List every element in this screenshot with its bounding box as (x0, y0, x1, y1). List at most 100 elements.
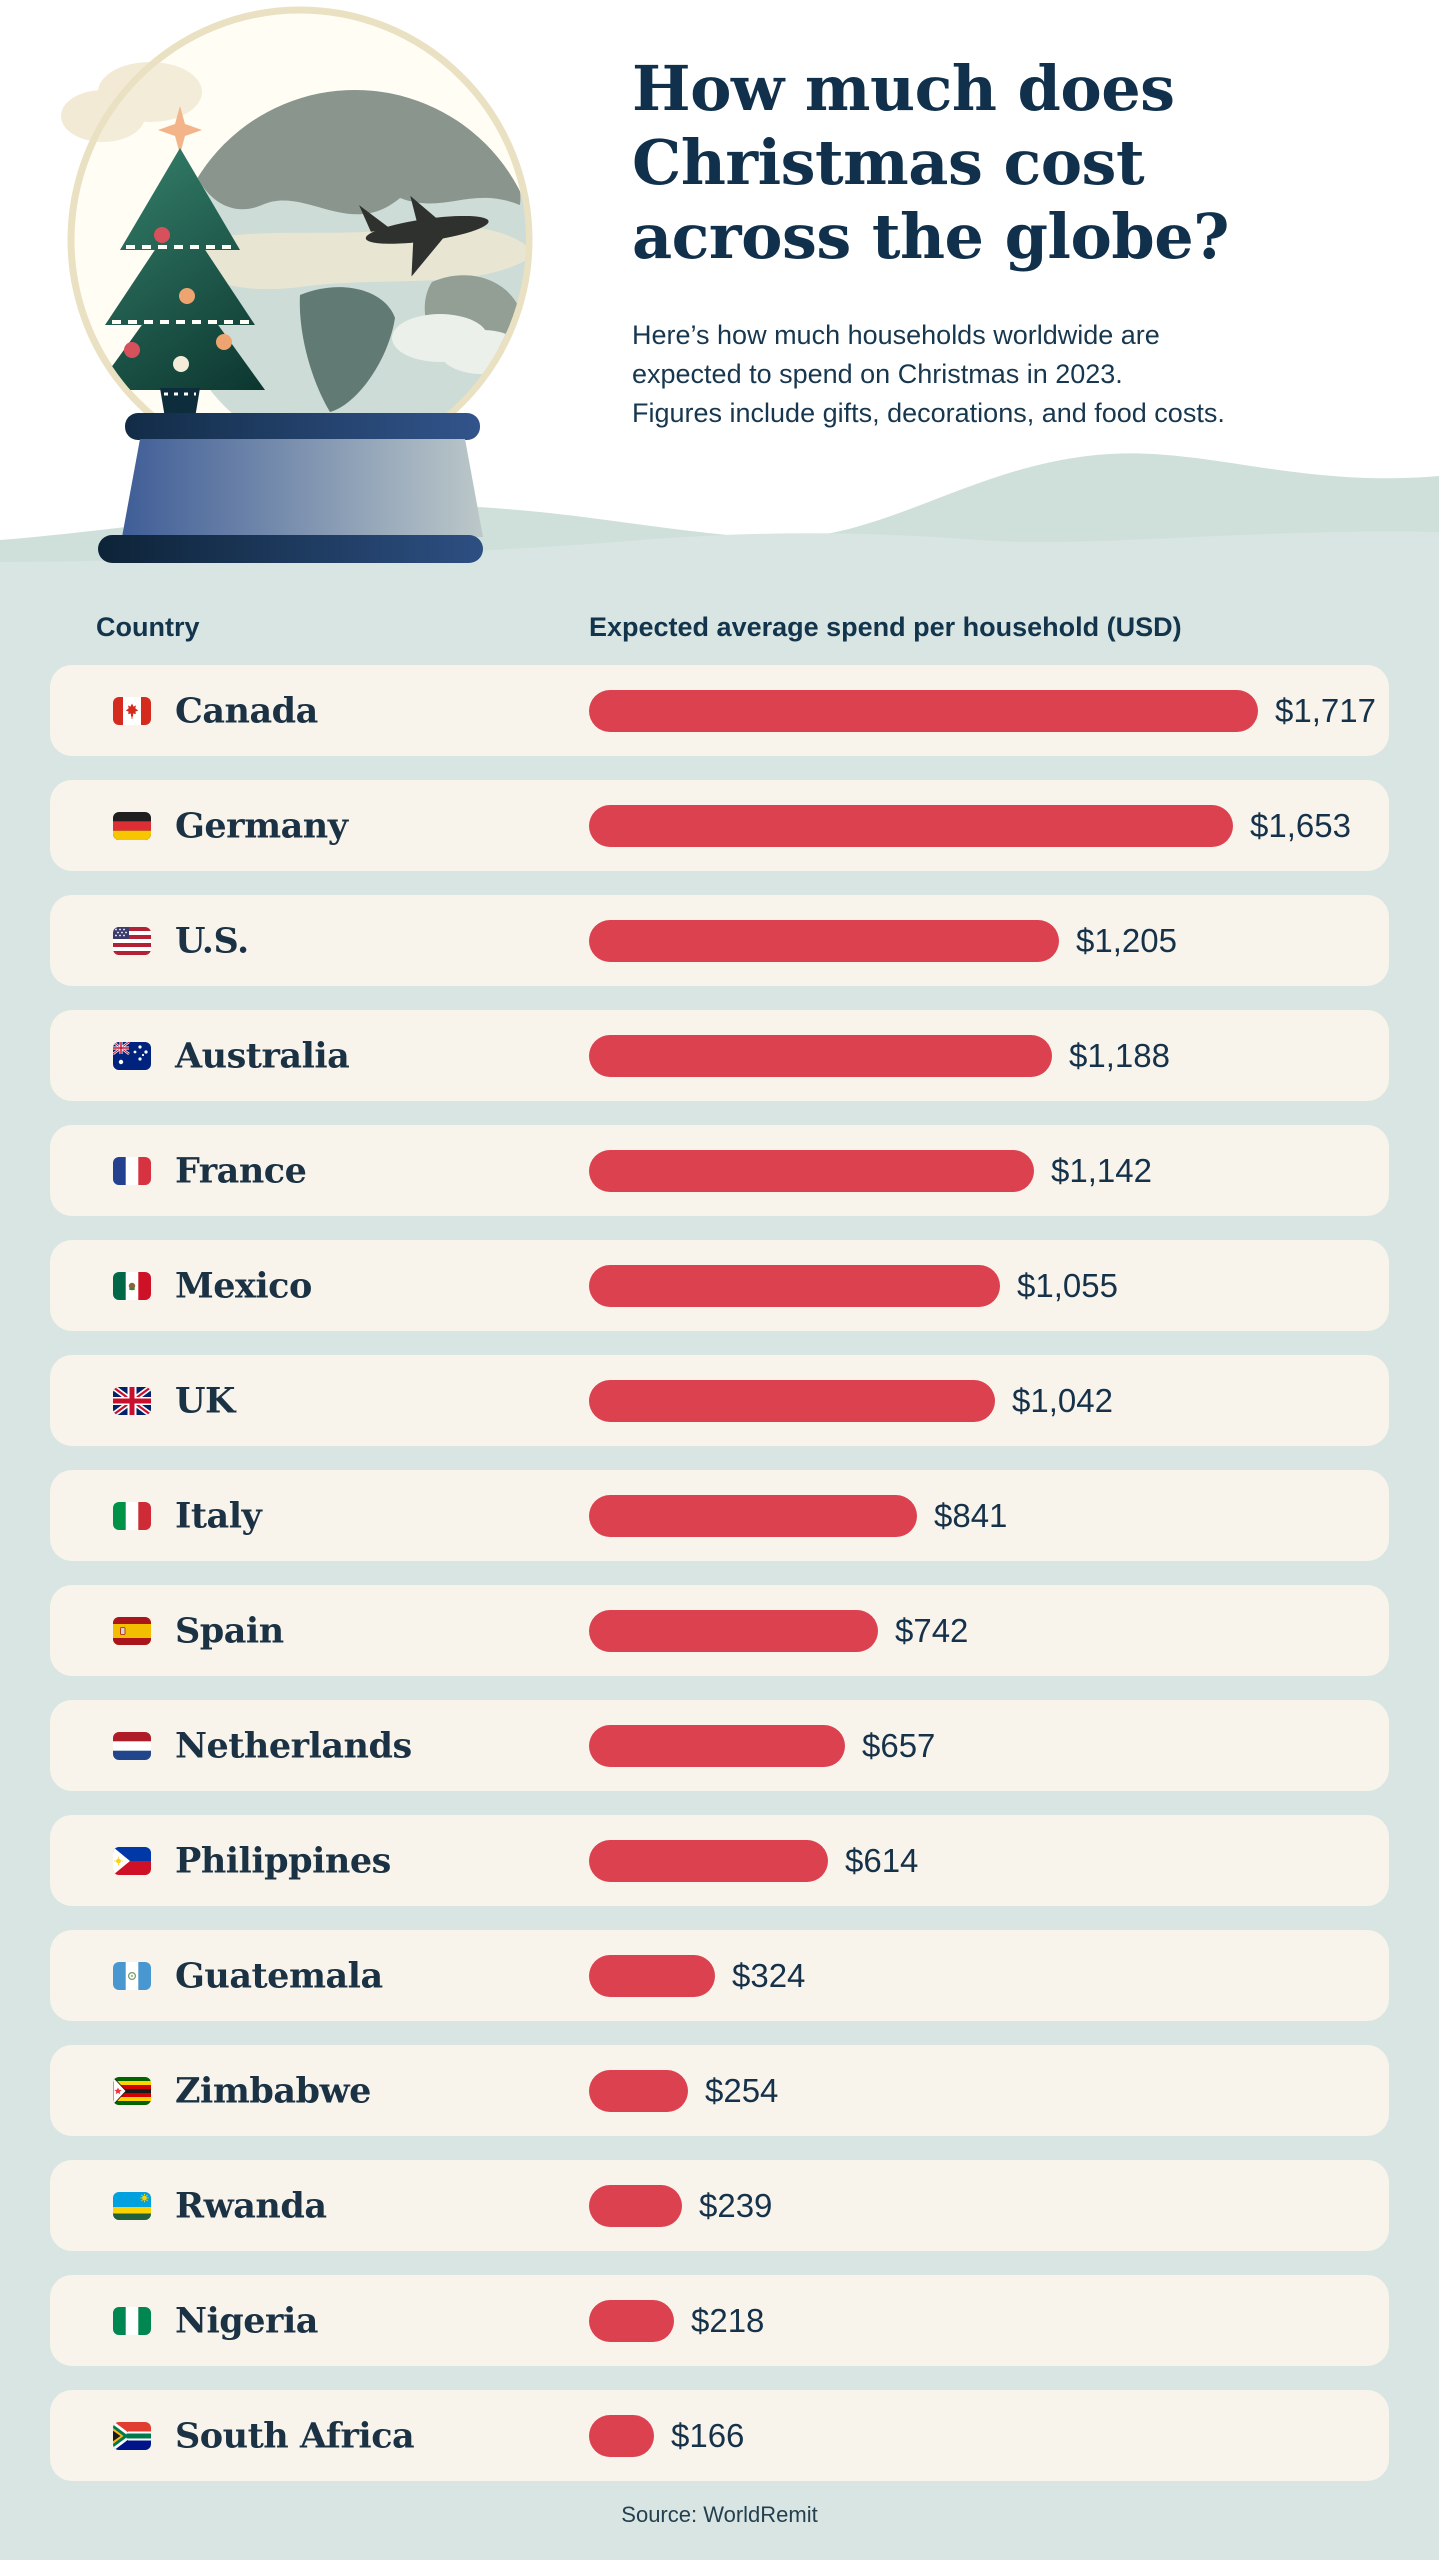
spend-value: $1,142 (1051, 1151, 1152, 1189)
table-row: Guatemala $324 (50, 1930, 1389, 2021)
south-africa-flag-icon (113, 2421, 151, 2450)
table-row: Rwanda $239 (50, 2160, 1389, 2251)
netherlands-flag-icon (113, 1731, 151, 1760)
bar-cell: $1,188 (589, 1010, 1170, 1101)
spend-bar (589, 689, 1258, 732)
spend-bar (589, 2184, 682, 2227)
spend-value: $1,188 (1069, 1036, 1170, 1074)
spend-bar (589, 1379, 995, 1422)
table-row: Nigeria $218 (50, 2275, 1389, 2366)
snow-globe-illustration (61, 6, 533, 563)
bar-cell: $657 (589, 1700, 935, 1791)
uk-flag-icon (113, 1386, 151, 1415)
us-flag-icon (113, 926, 151, 955)
country-name: Guatemala (175, 1955, 383, 1996)
country-name: Germany (175, 805, 348, 846)
airplane-icon (359, 195, 489, 277)
table-row: Australia $1,188 (50, 1010, 1389, 1101)
country-name: Italy (175, 1495, 262, 1536)
germany-flag-icon (113, 811, 151, 840)
spend-value: $166 (671, 2416, 745, 2454)
christmas-tree-icon (95, 106, 265, 418)
france-flag-icon (113, 1156, 151, 1185)
spend-value: $1,717 (1275, 691, 1376, 729)
country-name: Netherlands (175, 1725, 412, 1766)
spend-value: $1,055 (1017, 1266, 1118, 1304)
bar-cell: $1,653 (589, 780, 1351, 871)
mexico-flag-icon (113, 1271, 151, 1300)
country-name: Canada (175, 690, 318, 731)
tree-pot-icon (160, 388, 200, 418)
spend-value: $657 (862, 1726, 936, 1764)
table-row: U.S. $1,205 (50, 895, 1389, 986)
zimbabwe-flag-icon (113, 2076, 151, 2105)
spend-bar (589, 1264, 1000, 1307)
spend-bar (589, 1839, 828, 1882)
bar-cell: $166 (589, 2390, 744, 2481)
table-row: France $1,142 (50, 1125, 1389, 1216)
page-subtitle: Here’s how much households worldwide are… (632, 320, 1225, 428)
country-name: France (175, 1150, 307, 1191)
bar-cell: $218 (589, 2275, 764, 2366)
spend-bar (589, 2414, 654, 2457)
value-column-header: Expected average spend per household (US… (589, 612, 1182, 642)
bar-cell: $254 (589, 2045, 778, 2136)
globe-base-icon (98, 413, 483, 563)
bar-cell: $324 (589, 1930, 805, 2021)
country-name: Spain (175, 1610, 284, 1651)
country-name: U.S. (175, 920, 249, 961)
spend-bar (589, 1954, 715, 1997)
spend-value: $324 (732, 1956, 806, 1994)
ornament-icon (124, 227, 232, 372)
bar-cell: $614 (589, 1815, 918, 1906)
bar-cell: $1,717 (589, 665, 1376, 756)
nigeria-flag-icon (113, 2306, 151, 2335)
country-name: South Africa (175, 2415, 415, 2456)
table-row: Germany $1,653 (50, 780, 1389, 871)
country-table: Canada $1,717 Germany $1,653 U.S. $1,205… (50, 665, 1389, 2505)
bar-cell: $239 (589, 2160, 772, 2251)
bar-cell: $1,205 (589, 895, 1177, 986)
country-name: Rwanda (175, 2185, 327, 2226)
spend-bar (589, 2299, 674, 2342)
table-row: South Africa $166 (50, 2390, 1389, 2481)
canada-flag-icon (113, 696, 151, 725)
table-row: UK $1,042 (50, 1355, 1389, 1446)
country-column-header: Country (96, 612, 200, 642)
country-name: Mexico (175, 1265, 312, 1306)
spend-bar (589, 804, 1233, 847)
bar-cell: $1,142 (589, 1125, 1152, 1216)
spend-value: $841 (934, 1496, 1008, 1534)
country-name: Nigeria (175, 2300, 318, 2341)
spend-bar (589, 1494, 917, 1537)
table-row: Philippines $614 (50, 1815, 1389, 1906)
country-name: Zimbabwe (175, 2070, 371, 2111)
spend-bar (589, 919, 1059, 962)
australia-flag-icon (113, 1041, 151, 1070)
spend-value: $1,653 (1250, 806, 1351, 844)
table-row: Italy $841 (50, 1470, 1389, 1561)
spend-value: $614 (845, 1841, 919, 1879)
country-name: UK (175, 1380, 235, 1421)
italy-flag-icon (113, 1501, 151, 1530)
table-row: Zimbabwe $254 (50, 2045, 1389, 2136)
spend-bar (589, 1724, 845, 1767)
star-icon (158, 106, 202, 154)
bar-cell: $1,042 (589, 1355, 1113, 1446)
table-row: Spain $742 (50, 1585, 1389, 1676)
spend-bar (589, 2069, 688, 2112)
bar-cell: $1,055 (589, 1240, 1118, 1331)
country-name: Australia (175, 1035, 350, 1076)
page-title: How much does Christmas cost across the … (632, 52, 1229, 273)
philippines-flag-icon (113, 1846, 151, 1875)
country-name: Philippines (175, 1840, 391, 1881)
source-attribution: Source: WorldRemit (621, 2502, 818, 2527)
table-row: Netherlands $657 (50, 1700, 1389, 1791)
guatemala-flag-icon (113, 1961, 151, 1990)
table-row: Mexico $1,055 (50, 1240, 1389, 1331)
spend-value: $1,042 (1012, 1381, 1113, 1419)
spain-flag-icon (113, 1616, 151, 1645)
spend-value: $742 (895, 1611, 969, 1649)
spend-value: $218 (691, 2301, 765, 2339)
